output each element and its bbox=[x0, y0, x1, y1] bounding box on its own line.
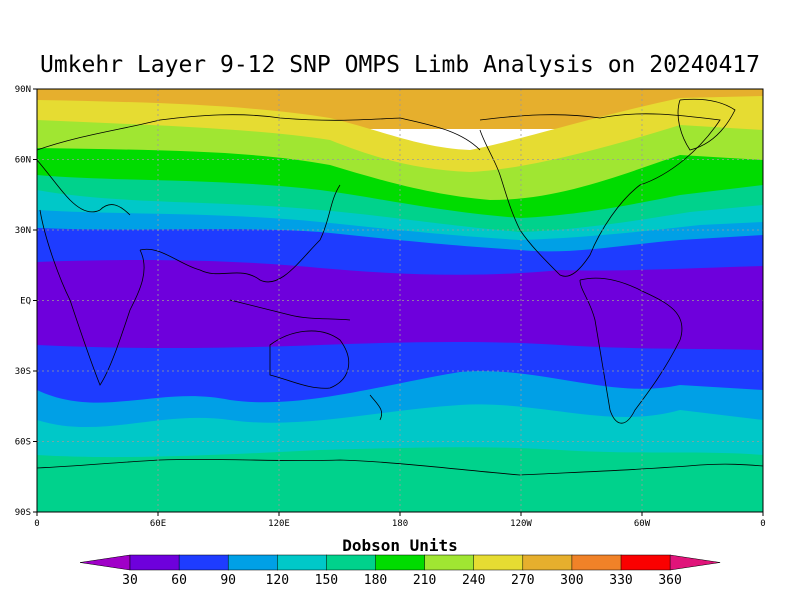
coastline-antarctica bbox=[37, 459, 763, 476]
colorbar-swatch bbox=[227, 554, 278, 571]
lat-ticks bbox=[33, 88, 37, 513]
colorbar-swatch bbox=[522, 554, 573, 571]
coastline-south-america bbox=[579, 277, 683, 424]
colorbar-swatch bbox=[129, 554, 180, 571]
colorbar-swatch bbox=[424, 554, 475, 571]
colorbar-tick-label: 150 bbox=[315, 573, 338, 588]
lat-label-30s: 30S bbox=[15, 367, 31, 377]
colorbar-tick-label: 270 bbox=[511, 573, 534, 588]
colorbar-tick-label: 180 bbox=[364, 573, 387, 588]
coastline-eurasia-north bbox=[37, 114, 481, 151]
lon-label-0-east: 0 bbox=[760, 519, 765, 529]
colorbar-tick-label: 90 bbox=[220, 573, 236, 588]
coastline-africa bbox=[39, 209, 145, 386]
colorbar-over-arrow bbox=[669, 554, 721, 571]
colorbar-tick-label: 330 bbox=[609, 573, 632, 588]
colorbar-tick-label: 240 bbox=[462, 573, 485, 588]
coastline-asia-south bbox=[139, 184, 341, 283]
coastline-greenland bbox=[677, 98, 736, 151]
colorbar-tick-label: 120 bbox=[266, 573, 289, 588]
coastline-indonesia bbox=[229, 299, 351, 321]
colorbar-title: Dobson Units bbox=[342, 536, 458, 555]
coastline-europe bbox=[37, 159, 131, 216]
coastlines bbox=[37, 98, 763, 476]
coastline-newzealand bbox=[369, 394, 383, 421]
coastline-australia bbox=[269, 330, 349, 389]
colorbar-tick-label: 360 bbox=[658, 573, 681, 588]
colorbar-swatch bbox=[178, 554, 229, 571]
colorbar-swatch bbox=[277, 554, 327, 571]
colorbar-swatch bbox=[326, 554, 377, 571]
lon-label-180: 180 bbox=[392, 519, 408, 529]
colorbar-under-arrow bbox=[79, 554, 131, 571]
colorbar bbox=[79, 554, 721, 571]
lat-label-eq: EQ bbox=[20, 297, 31, 307]
lon-label-120w: 120W bbox=[510, 519, 532, 529]
graticule bbox=[37, 89, 763, 512]
colorbar-tick-label: 210 bbox=[413, 573, 436, 588]
colorbar-swatch bbox=[571, 554, 622, 571]
lat-label-60n: 60N bbox=[15, 156, 31, 166]
map-title: Umkehr Layer 9-12 SNP OMPS Limb Analysis… bbox=[39, 52, 761, 78]
longitude-labels: 0 60E 120E 180 120W 60W 0 bbox=[34, 519, 765, 529]
lon-label-0-west: 0 bbox=[34, 519, 39, 529]
colorbar-tick-label: 30 bbox=[122, 573, 138, 588]
lon-label-60e: 60E bbox=[150, 519, 166, 529]
lon-label-120e: 120E bbox=[268, 519, 290, 529]
latitude-labels: 90N 60N 30N EQ 30S 60S 90S bbox=[15, 85, 31, 518]
colorbar-tick-label: 60 bbox=[171, 573, 187, 588]
lat-label-30n: 30N bbox=[15, 226, 31, 236]
lon-ticks bbox=[36, 512, 764, 516]
colorbar-swatch bbox=[473, 554, 524, 571]
lon-label-60w: 60W bbox=[634, 519, 651, 529]
lat-label-60s: 60S bbox=[15, 438, 31, 448]
lat-label-90s: 90S bbox=[15, 508, 31, 518]
coastline-north-america bbox=[479, 113, 721, 277]
colorbar-swatch bbox=[375, 554, 426, 571]
lat-label-90n: 90N bbox=[15, 85, 31, 95]
colorbar-swatch bbox=[620, 554, 671, 571]
colorbar-tick-label: 300 bbox=[560, 573, 583, 588]
colorbar-tick-labels: 30 60 90 120 150 180 210 240 270 300 330 360 bbox=[122, 573, 682, 588]
